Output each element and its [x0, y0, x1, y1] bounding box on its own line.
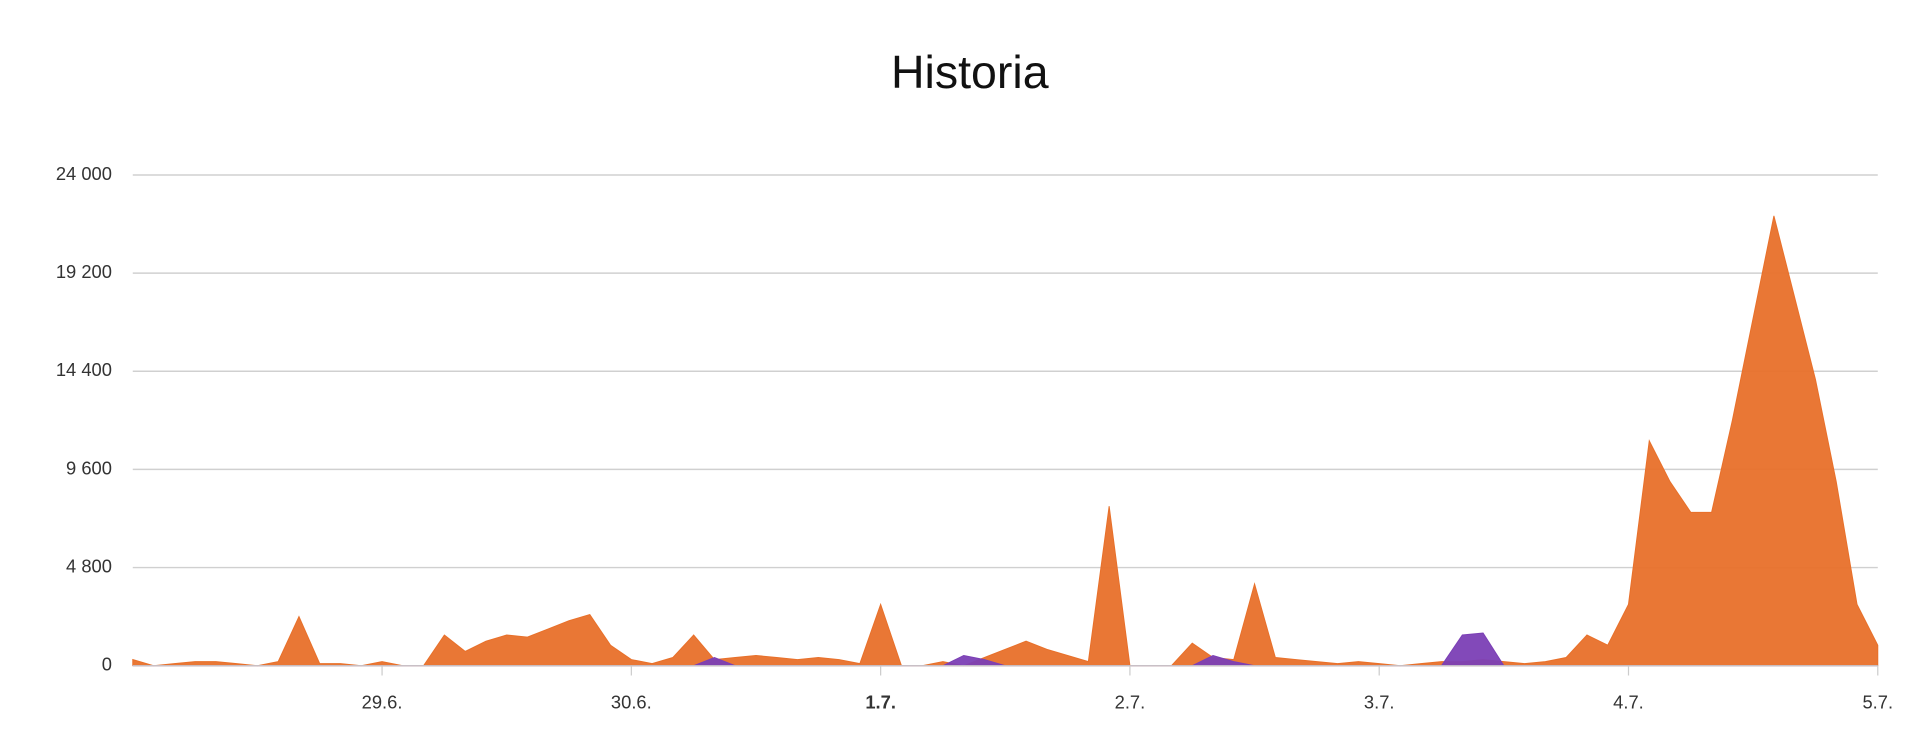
x-tick-label: 29.6.: [362, 691, 403, 712]
x-tick-label: 5.7.: [1862, 691, 1893, 712]
y-tick-label: 19 200: [56, 261, 112, 282]
y-tick-label: 0: [102, 654, 112, 675]
chart-title: Historia: [891, 46, 1049, 98]
y-tick-label: 9 600: [66, 457, 112, 478]
x-tick-label: 1.7.: [865, 691, 896, 712]
y-tick-label: 14 400: [56, 359, 112, 380]
x-tick-label: 30.6.: [611, 691, 652, 712]
y-tick-label: 24 000: [56, 163, 112, 184]
x-tick-label: 4.7.: [1613, 691, 1644, 712]
y-tick-label: 4 800: [66, 555, 112, 576]
x-tick-label: 3.7.: [1364, 691, 1395, 712]
x-tick-label: 2.7.: [1115, 691, 1146, 712]
area-series: [132, 215, 1879, 667]
